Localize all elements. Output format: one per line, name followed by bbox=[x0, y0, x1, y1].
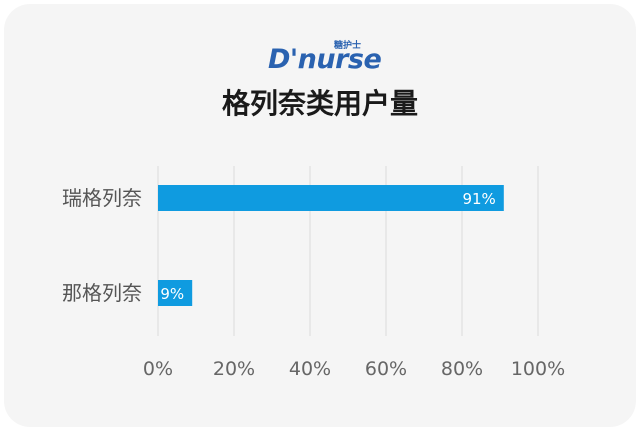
x-tick-label-3: 60% bbox=[365, 358, 407, 380]
x-tick-label-1: 20% bbox=[213, 358, 255, 380]
chart-title: 格列奈类用户量 bbox=[221, 87, 418, 120]
x-tick-label-0: 0% bbox=[143, 358, 173, 380]
category-label-0: 瑞格列奈 bbox=[62, 186, 142, 210]
brand-logo: D'nurse 糖护士 bbox=[0, 40, 640, 76]
category-label-1: 那格列奈 bbox=[62, 281, 142, 305]
bar-1 bbox=[158, 280, 193, 306]
brand-logo-text: D'nurse bbox=[268, 44, 382, 75]
data-label-0: 91% bbox=[462, 190, 495, 208]
x-tick-label-4: 80% bbox=[441, 358, 483, 380]
x-tick-label-5: 100% bbox=[511, 358, 565, 380]
chart-card bbox=[4, 4, 636, 427]
brand-logo-cn: 糖护士 bbox=[334, 41, 362, 51]
bar-0 bbox=[158, 185, 504, 211]
data-label-1: 9% bbox=[160, 285, 184, 303]
x-tick-label-2: 40% bbox=[289, 358, 331, 380]
